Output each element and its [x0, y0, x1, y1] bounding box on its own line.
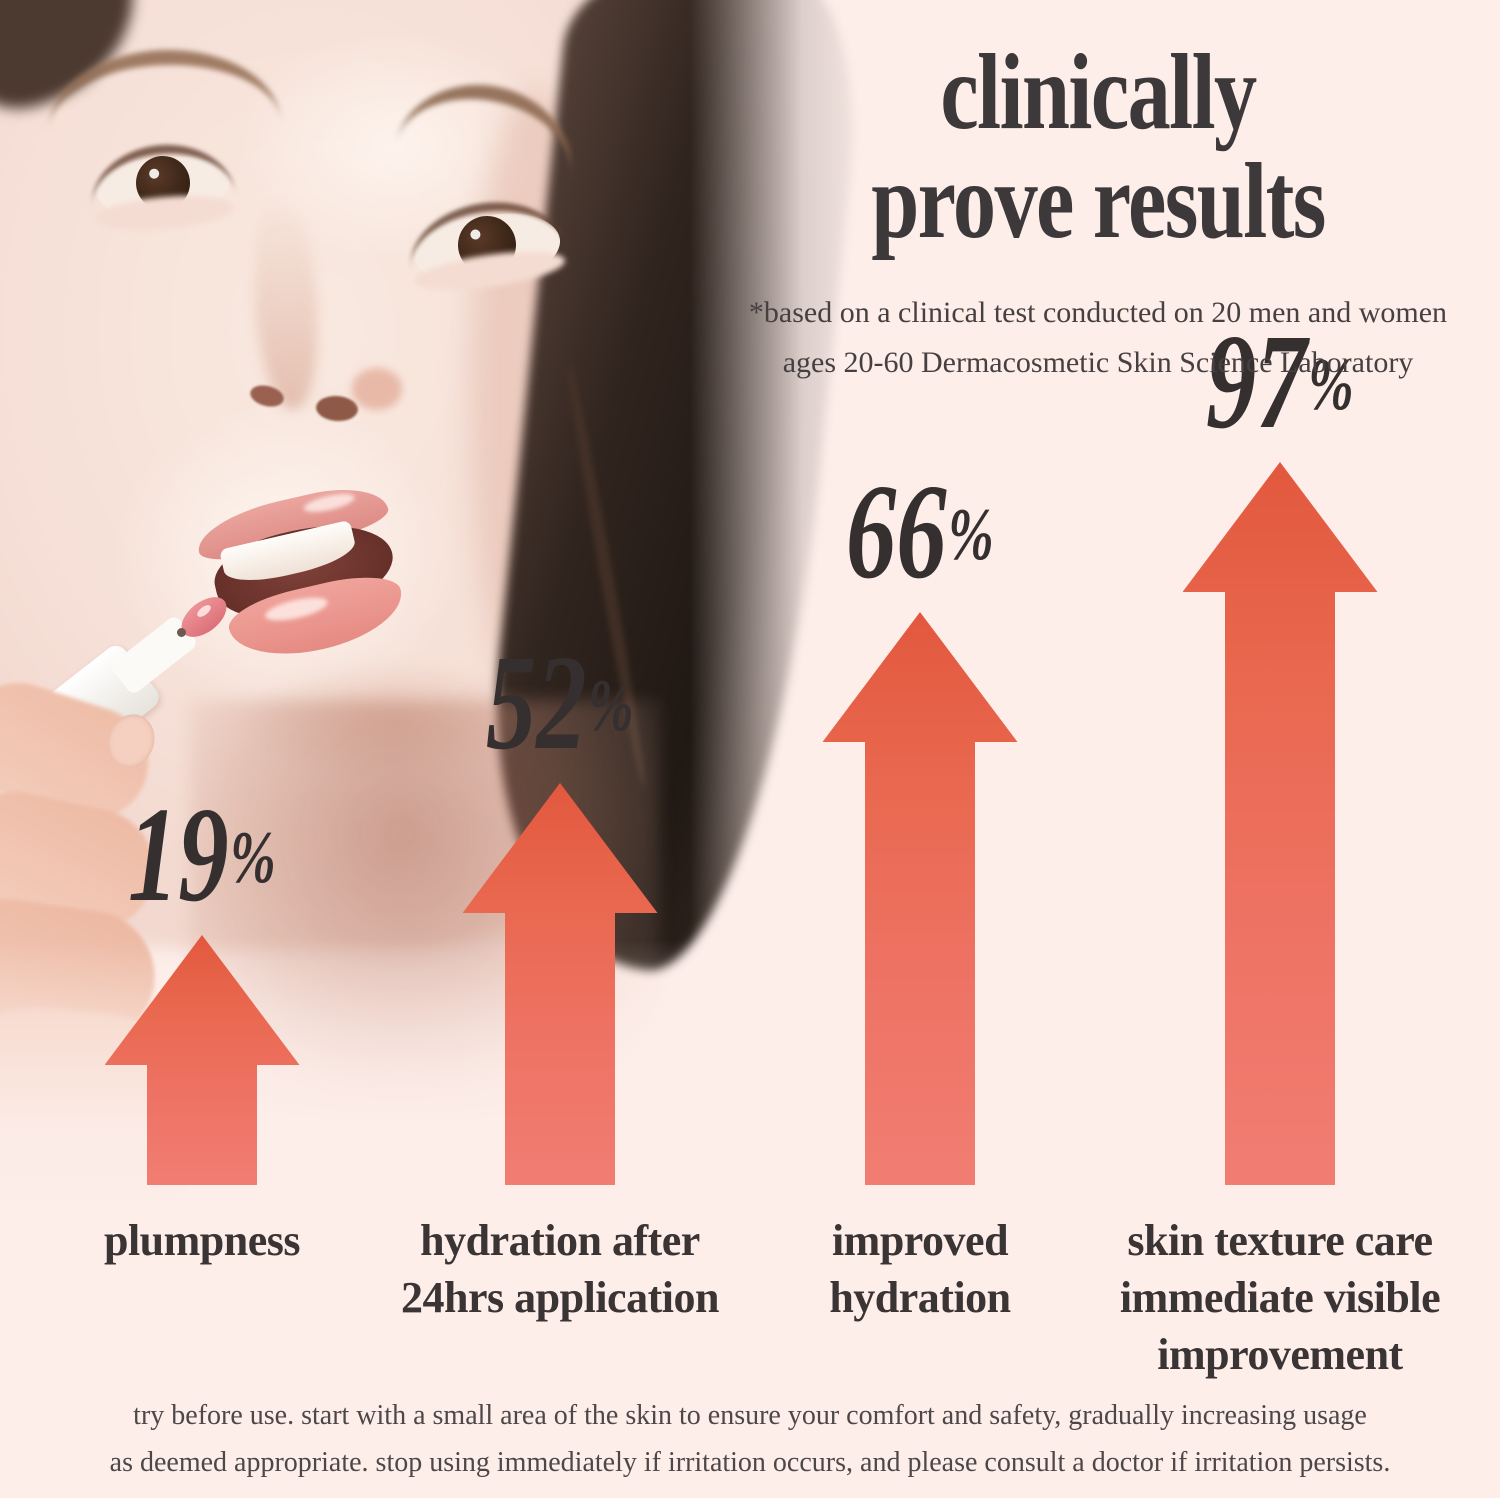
title-line-2: prove results	[871, 142, 1326, 261]
category-plumpness: plumpness	[103, 1216, 301, 1265]
up-arrow-bar	[1182, 462, 1378, 1185]
percent-sign: %	[230, 817, 276, 899]
value-number: 66	[846, 457, 947, 607]
value-label: 97%	[1206, 314, 1354, 450]
percent-sign: %	[948, 494, 994, 576]
model-photo	[0, 0, 940, 1260]
header: clinically prove results *based on a cli…	[745, 38, 1451, 388]
value-number: 52	[486, 628, 587, 778]
percent-sign: %	[1308, 344, 1354, 426]
note-line-2: ages 20-60 Dermacosmetic Skin Science La…	[782, 346, 1414, 379]
value-label: 19%	[128, 787, 276, 923]
page-title: clinically prove results	[816, 38, 1381, 256]
value-number: 19	[128, 780, 229, 930]
chart-column-plumpness: 19%	[12, 787, 392, 1185]
disclaimer-line-2: as deemed appropriate. stop using immedi…	[109, 1447, 1391, 1478]
disclaimer-line-1: try before use. start with a small area …	[133, 1400, 1367, 1431]
value-label: 52%	[486, 635, 634, 771]
value-label: 66%	[846, 464, 994, 600]
title-line-1: clinically	[940, 33, 1257, 152]
category-hydration-24hrs: hydration after 24hrs application	[401, 1216, 719, 1322]
nose-wing	[352, 368, 402, 410]
up-arrow-bar	[462, 783, 658, 1185]
category-improved-hydration: improved hydration	[829, 1216, 1011, 1322]
applicator-dot	[177, 628, 186, 637]
value-number: 97	[1206, 307, 1307, 457]
usage-disclaimer: try before use. start with a small area …	[0, 1392, 1500, 1486]
clinical-test-note: *based on a clinical test conducted on 2…	[745, 288, 1451, 388]
percent-sign: %	[588, 665, 634, 747]
chart-column-improved-hydration: 66%	[730, 464, 1110, 1185]
up-arrow-bar	[822, 612, 1018, 1185]
note-line-1: *based on a clinical test conducted on 2…	[748, 296, 1448, 329]
chart-column-skin-texture: 97%	[1090, 314, 1470, 1185]
category-skin-texture: skin texture care immediate visible impr…	[1119, 1216, 1441, 1379]
up-arrow-bar	[104, 935, 300, 1185]
chart-column-hydration-24hrs: 52%	[370, 635, 750, 1185]
